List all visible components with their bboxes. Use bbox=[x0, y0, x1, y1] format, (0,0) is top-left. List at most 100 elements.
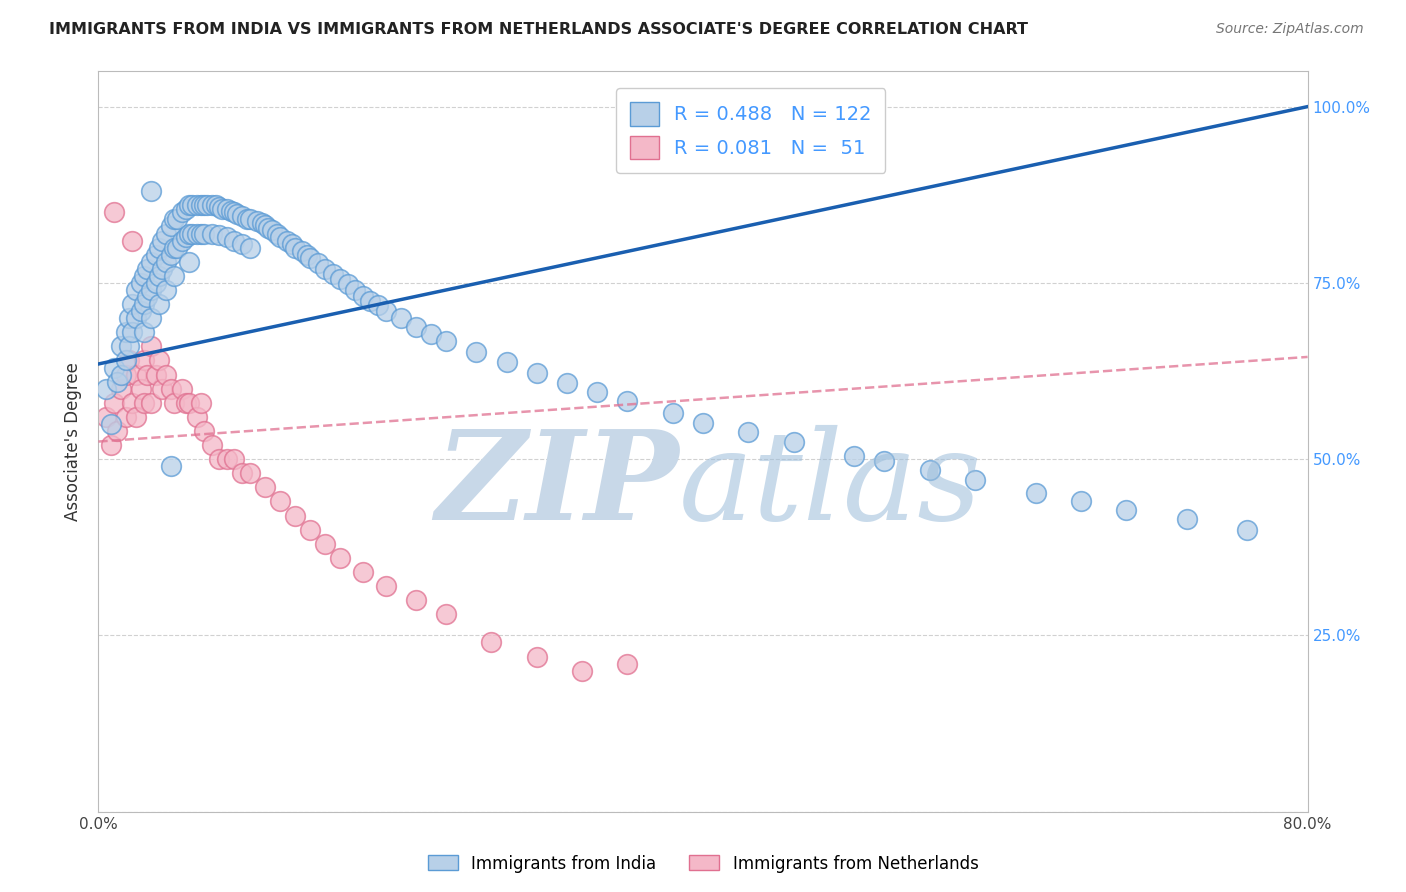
Point bbox=[170, 234, 193, 248]
Point bbox=[160, 219, 183, 234]
Point bbox=[495, 355, 517, 369]
Point bbox=[160, 248, 183, 262]
Point bbox=[129, 304, 152, 318]
Point bbox=[239, 212, 262, 227]
Point bbox=[135, 261, 157, 276]
Point bbox=[239, 241, 262, 255]
Point bbox=[163, 268, 186, 283]
Point bbox=[360, 293, 382, 308]
Point bbox=[150, 234, 173, 248]
Point bbox=[141, 254, 163, 268]
Point bbox=[481, 635, 503, 649]
Point bbox=[1024, 486, 1046, 500]
Point bbox=[571, 664, 593, 678]
Point bbox=[105, 424, 128, 438]
Point bbox=[103, 360, 125, 375]
Y-axis label: Associate's Degree: Associate's Degree bbox=[65, 362, 83, 521]
Point bbox=[284, 241, 307, 255]
Point bbox=[367, 298, 389, 312]
Point bbox=[405, 319, 427, 334]
Point bbox=[201, 227, 224, 241]
Point bbox=[692, 416, 714, 430]
Point bbox=[420, 326, 443, 341]
Point bbox=[114, 409, 136, 424]
Point bbox=[314, 537, 336, 551]
Point bbox=[170, 205, 193, 219]
Point bbox=[256, 220, 278, 235]
Point bbox=[163, 241, 186, 255]
Point bbox=[145, 276, 167, 290]
Point bbox=[616, 657, 638, 671]
Point bbox=[783, 434, 806, 449]
Point bbox=[269, 494, 291, 508]
Point bbox=[141, 283, 163, 297]
Point bbox=[465, 345, 488, 359]
Text: ZIP: ZIP bbox=[434, 425, 679, 547]
Point bbox=[322, 268, 344, 282]
Point bbox=[155, 368, 177, 382]
Point bbox=[208, 452, 231, 467]
Point bbox=[148, 241, 170, 255]
Point bbox=[132, 268, 155, 283]
Point bbox=[284, 508, 307, 523]
Point bbox=[374, 304, 396, 318]
Point bbox=[114, 353, 136, 368]
Point bbox=[132, 396, 155, 410]
Point bbox=[135, 368, 157, 382]
Point bbox=[231, 209, 253, 223]
Point bbox=[226, 207, 249, 221]
Point bbox=[129, 382, 152, 396]
Point bbox=[110, 382, 132, 396]
Point bbox=[246, 214, 269, 228]
Point bbox=[141, 184, 163, 198]
Point bbox=[121, 234, 143, 248]
Point bbox=[155, 283, 177, 297]
Point bbox=[121, 325, 143, 339]
Point bbox=[193, 424, 215, 438]
Text: IMMIGRANTS FROM INDIA VS IMMIGRANTS FROM NETHERLANDS ASSOCIATE'S DEGREE CORRELAT: IMMIGRANTS FROM INDIA VS IMMIGRANTS FROM… bbox=[49, 22, 1028, 37]
Text: Source: ZipAtlas.com: Source: ZipAtlas.com bbox=[1216, 22, 1364, 37]
Point bbox=[121, 396, 143, 410]
Point bbox=[211, 202, 233, 216]
Point bbox=[231, 467, 253, 481]
Point bbox=[155, 227, 177, 241]
Point bbox=[100, 438, 122, 452]
Point bbox=[250, 216, 273, 230]
Point bbox=[181, 198, 204, 212]
Point bbox=[235, 212, 257, 227]
Point bbox=[166, 212, 188, 227]
Point bbox=[1115, 503, 1137, 517]
Point bbox=[873, 453, 896, 467]
Point bbox=[103, 396, 125, 410]
Point bbox=[150, 382, 173, 396]
Point bbox=[118, 353, 141, 368]
Point bbox=[314, 261, 336, 276]
Point bbox=[163, 396, 186, 410]
Point bbox=[110, 368, 132, 382]
Point bbox=[262, 223, 284, 237]
Point bbox=[344, 283, 367, 297]
Point bbox=[224, 234, 246, 248]
Point bbox=[205, 198, 228, 212]
Point bbox=[1070, 494, 1092, 508]
Point bbox=[179, 198, 201, 212]
Point bbox=[190, 227, 212, 241]
Point bbox=[121, 297, 143, 311]
Point bbox=[114, 368, 136, 382]
Point bbox=[125, 368, 148, 382]
Point bbox=[190, 198, 212, 212]
Text: atlas: atlas bbox=[679, 425, 983, 547]
Point bbox=[555, 376, 578, 390]
Legend: Immigrants from India, Immigrants from Netherlands: Immigrants from India, Immigrants from N… bbox=[420, 848, 986, 880]
Point bbox=[174, 396, 197, 410]
Point bbox=[329, 272, 352, 286]
Point bbox=[125, 311, 148, 326]
Point bbox=[110, 339, 132, 353]
Point bbox=[135, 290, 157, 304]
Point bbox=[103, 205, 125, 219]
Point bbox=[215, 452, 238, 467]
Point bbox=[336, 277, 359, 292]
Point bbox=[221, 204, 243, 219]
Point bbox=[586, 385, 609, 400]
Point bbox=[374, 579, 396, 593]
